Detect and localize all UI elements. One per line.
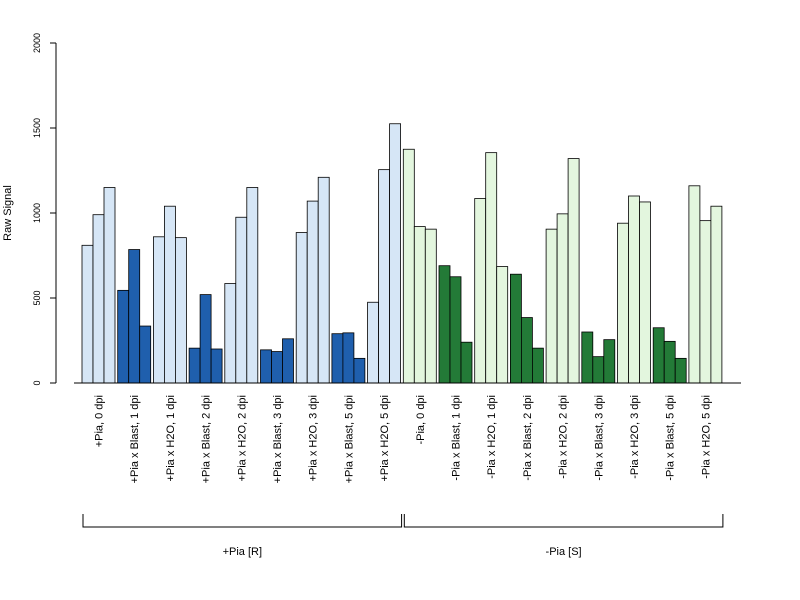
bar [117,289,130,384]
category-label: +Pia x Blast, 2 dpi [201,395,213,483]
category-label: -Pia, 0 dpi [415,395,427,445]
group-label: -Pia [S] [546,546,582,558]
bar [188,347,201,384]
bar [674,357,687,384]
bar [485,152,498,384]
bar [378,169,391,384]
category-label: -Pia x Blast, 2 dpi [522,395,534,481]
bar [639,201,651,384]
bar [282,338,294,384]
category-label: -Pia x Blast, 3 dpi [593,395,605,481]
bar [449,276,462,384]
bar [663,340,676,384]
category-label: -Pia x Blast, 1 dpi [451,395,463,481]
category-label: +Pia x Blast, 5 dpi [343,395,355,483]
bar [128,249,141,384]
bar [260,349,272,384]
bar [295,232,308,384]
category-label: -Pia x H2O, 1 dpi [486,395,498,479]
bar [628,195,640,384]
bar [152,236,165,384]
bar [496,266,509,384]
category-label: -Pia x H2O, 2 dpi [558,395,570,479]
bars [81,123,723,384]
bar [389,123,402,384]
bar [567,158,580,384]
bar [271,351,283,384]
bar [699,220,712,384]
category-label: +Pia x Blast, 1 dpi [129,395,141,483]
bar [246,187,259,384]
bar [617,222,629,384]
category-label: +Pia x H2O, 1 dpi [165,395,177,482]
bar [592,356,605,384]
category-label: +Pia x H2O, 3 dpi [308,395,320,482]
category-label: -Pia x H2O, 5 dpi [700,395,712,479]
bar [603,339,616,384]
y-tick-label: 500 [32,290,42,305]
y-tick-label: 1000 [32,203,42,223]
bar [556,213,569,384]
bar [235,216,248,384]
category-label: +Pia x H2O, 2 dpi [236,395,248,482]
bar [81,244,94,384]
bar [460,341,473,384]
bar [521,317,533,384]
category-label: +Pia, 0 dpi [94,395,106,447]
bar [581,331,594,384]
group-bracket [82,514,403,528]
y-tick-label: 0 [32,380,42,385]
bar [331,333,344,384]
bar [342,332,355,384]
group-bracket [403,514,724,528]
bar [509,273,522,384]
bar [353,357,366,384]
bar [413,226,426,384]
category-label: -Pia x H2O, 3 dpi [629,395,641,479]
bar [438,265,451,384]
bar [474,198,487,384]
bar [402,148,415,384]
group-label: +Pia [R] [223,546,262,558]
bar [652,327,665,384]
category-label: -Pia x Blast, 5 dpi [665,395,677,481]
y-axis-title: Raw Signal [2,185,14,241]
bar [545,228,558,384]
y-axis: 0 500 1000 1500 2000 [32,33,57,386]
bar [163,205,176,384]
bar [224,283,237,384]
bar [199,294,212,384]
category-label: +Pia x H2O, 5 dpi [379,395,391,482]
bar [210,348,223,384]
bar [139,325,152,384]
group-brackets: +Pia [R] -Pia [S] [82,514,724,558]
bar [367,301,380,384]
bar [688,185,701,384]
category-labels: +Pia, 0 dpi +Pia x Blast, 1 dpi +Pia x H2O… [94,395,713,483]
bar [317,176,330,384]
bar [306,200,319,384]
bar [532,347,544,384]
category-label: +Pia x Blast, 3 dpi [272,395,284,483]
bar [103,187,116,384]
y-tick-label: 1500 [32,118,42,138]
bar [174,237,187,384]
y-tick-label: 2000 [32,33,42,53]
bar [710,205,723,384]
bar [424,228,437,384]
bar [92,214,105,384]
